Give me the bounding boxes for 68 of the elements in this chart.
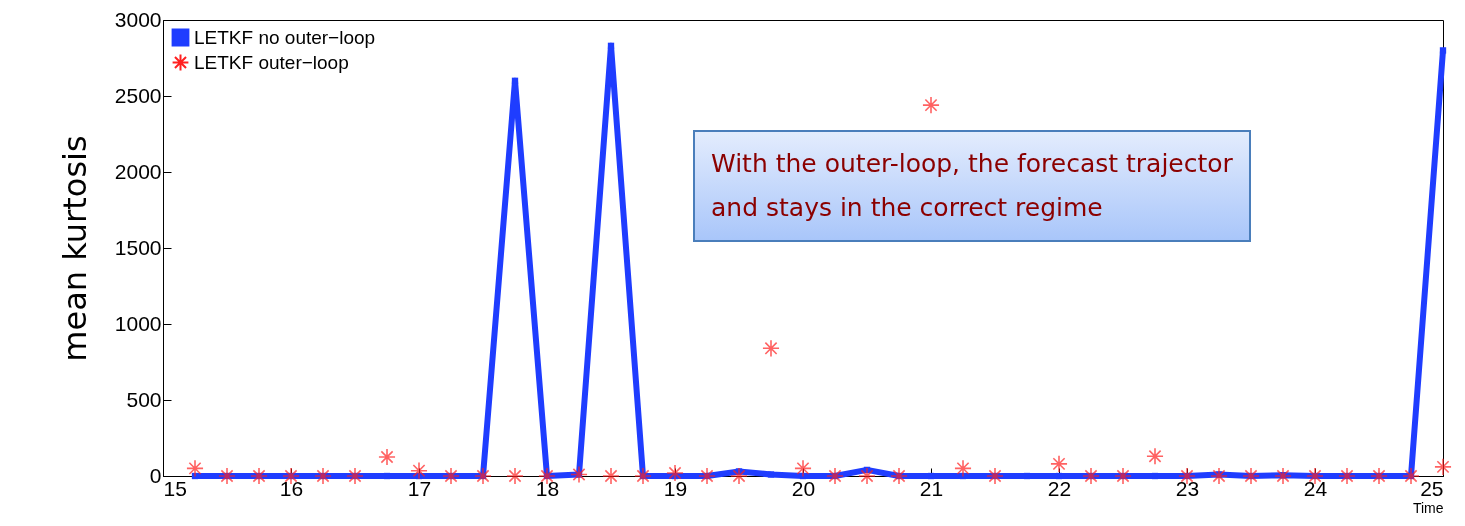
y-tick-label: 1500: [114, 235, 162, 259]
point: [1434, 458, 1452, 476]
point: [218, 467, 236, 485]
x-tick-label: 25: [1420, 476, 1444, 500]
point: [1274, 467, 1292, 485]
point: [634, 467, 652, 485]
point: [986, 467, 1004, 485]
callout-box: With the outer-loop, the forecast trajector and stays in the correct regime: [693, 130, 1251, 242]
point: [927, 472, 935, 480]
point: [511, 77, 519, 84]
legend-label: LETKF no outer−loop: [194, 26, 376, 48]
x-tick-label: 22: [1047, 476, 1072, 500]
point: [1338, 467, 1356, 485]
y-tick-label: 2000: [114, 159, 162, 183]
y-axis-title: mean kurtosis: [55, 135, 94, 362]
x-tick-label: 21: [919, 476, 944, 500]
x-tick-label: 16: [279, 476, 304, 500]
point: [442, 467, 460, 485]
y-tick-label: 2500: [114, 83, 162, 107]
point: [890, 467, 908, 485]
point: [954, 459, 972, 478]
point: [378, 448, 396, 466]
x-tick-label: 20: [791, 476, 816, 500]
point: [730, 467, 748, 485]
point: [1242, 467, 1260, 485]
x-tick-label: 15: [163, 476, 187, 500]
point: [1055, 472, 1063, 480]
point: [607, 42, 615, 49]
point: [410, 461, 428, 480]
x-tick-label: 18: [535, 476, 560, 500]
point: [762, 339, 780, 358]
legend-label: LETKF outer−loop: [194, 51, 349, 73]
point: [383, 472, 391, 480]
point: [1023, 472, 1031, 480]
y-tick-label: 3000: [114, 7, 162, 31]
x-tick-label: 17: [407, 476, 432, 500]
point: [858, 467, 876, 485]
point: [1210, 467, 1228, 485]
point: [1146, 447, 1164, 466]
point: [1151, 472, 1159, 480]
point: [698, 467, 716, 485]
x-axis-title: Time: [1412, 499, 1444, 516]
point: [250, 467, 268, 485]
point: [186, 459, 204, 478]
point: [602, 467, 620, 485]
point: [314, 467, 332, 485]
x-tick-label: 23: [1175, 476, 1200, 500]
point: [1439, 47, 1447, 54]
annotation: With the outer-loop, the forecast trajector and stays in the correct regime: [711, 148, 1233, 224]
point: [767, 471, 775, 478]
point: [1082, 467, 1100, 485]
point: [1402, 467, 1420, 485]
point: [1114, 467, 1132, 485]
point: [1370, 467, 1388, 485]
x-tick-label: 24: [1303, 476, 1328, 500]
point: [506, 467, 524, 485]
x-tick-label: 19: [663, 476, 688, 500]
y-tick-label: 1000: [114, 311, 162, 335]
point: [826, 467, 844, 485]
point: [1050, 454, 1068, 473]
point: [346, 467, 364, 485]
point: [666, 464, 684, 482]
y-tick-label: 0: [149, 463, 162, 487]
point: [794, 459, 812, 478]
point: [570, 465, 588, 484]
y-tick-label: 500: [126, 387, 162, 411]
point: [474, 467, 492, 485]
point: [922, 96, 940, 114]
